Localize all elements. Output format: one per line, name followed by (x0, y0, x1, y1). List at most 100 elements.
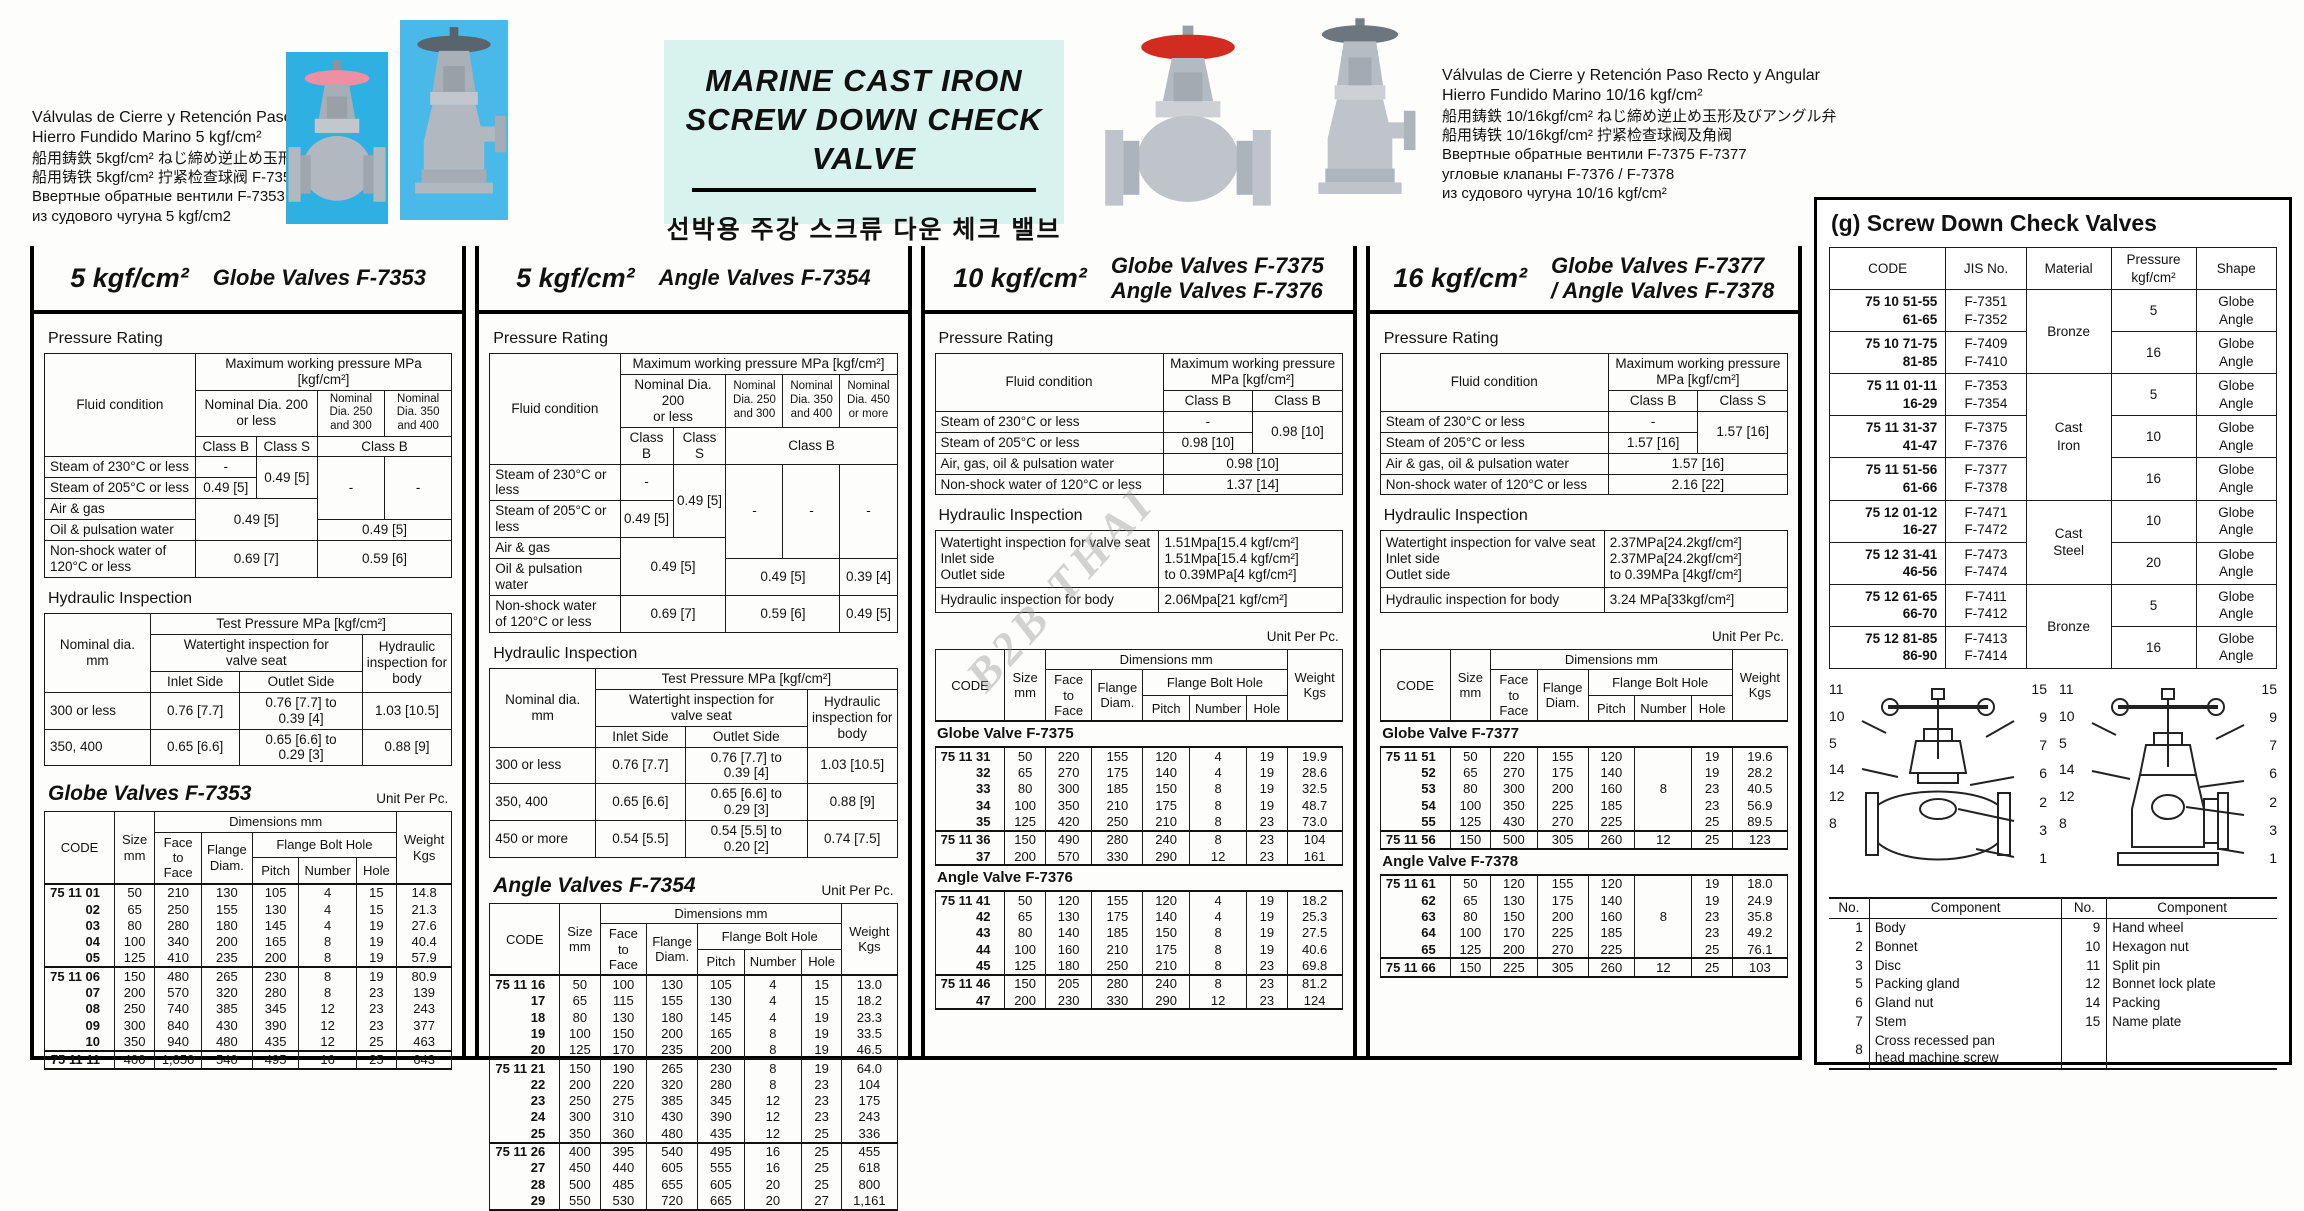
table-cell: - (619, 463, 674, 502)
table-header-cell: Test Pressure MPa [kgf/cm²] (595, 667, 898, 690)
table-header-cell: No. (2061, 897, 2108, 919)
table-cell: 10 (2061, 937, 2108, 957)
table-cell: 80 (1004, 780, 1046, 798)
hydraulic-inspection-table-wrap: Watertight inspection for valve seat Inl… (934, 530, 1343, 614)
table-cell: 0.76 [7.7] (149, 691, 241, 730)
table-cell: 530 (599, 1192, 648, 1211)
table-cell: Oil & pulsation water (489, 558, 621, 596)
table-cell: 8 (1634, 873, 1693, 959)
hydraulic-inspection-table-wrap: Nominal dia. mm Test Pressure MPa [kgf/cm… (44, 612, 453, 767)
page-title-line2: SCREW DOWN CHECK VALVE (685, 101, 1043, 176)
table-cell: 175 (1536, 764, 1589, 781)
table-header-cell: Shape (2195, 246, 2278, 291)
table-header-cell: JIS No. (1945, 246, 2027, 291)
table-cell: - (1162, 410, 1254, 433)
table-cell: 25 (1691, 957, 1733, 978)
panel-valves-f7375-f7376: B2B THAI 10 kgf/cm² Globe Valves F-7375 … (920, 246, 1357, 1056)
table-cell: 14.8 (396, 882, 453, 901)
table-cell: 19 (355, 933, 398, 950)
table-cell: 450 (559, 1159, 601, 1177)
panel-body: Pressure Rating Fluid condition Maximum w… (925, 314, 1353, 1011)
table-header-cell: Dimensions mm (1490, 649, 1733, 671)
table-cell: 200 (200, 933, 253, 950)
table-cell: 100 (599, 974, 648, 993)
table-cell: 23.3 (841, 1009, 898, 1026)
table-cell: 19.9 (1286, 746, 1343, 765)
unit-per-pc-label: Unit Per Pc. (1266, 629, 1339, 645)
table-header-cell: Nominal dia. mm (489, 667, 597, 748)
table-cell: 0.76 [7.7] (595, 746, 686, 785)
table-cell: 155 (646, 992, 699, 1010)
table-cell: 4 (743, 1009, 802, 1026)
table-cell: 19 (800, 1025, 843, 1042)
table-cell: 40.5 (1731, 780, 1789, 798)
table-cell: 740 (154, 1000, 202, 1018)
table-cell: 08 (44, 1000, 115, 1018)
table-cell: 160 (1587, 908, 1636, 925)
table-cell: 125 (559, 1041, 601, 1059)
table-cell: Steam of 230°C or less (44, 456, 196, 479)
diagram-callout-number: 6 (2039, 765, 2047, 782)
table-cell: 33.5 (841, 1025, 898, 1042)
table-cell: 490 (1044, 829, 1093, 849)
table-cell: 140 (1142, 908, 1190, 925)
table-cell: 15 (355, 901, 398, 918)
table-cell: 250 (113, 1000, 156, 1018)
table-cell: 8 (298, 984, 357, 1001)
table-cell: 0.98 [10] (1162, 431, 1254, 454)
table-cell: 125 (1004, 957, 1046, 975)
section-title-hydraulic-inspection: Hydraulic Inspection (48, 589, 193, 607)
table-cell: 340 (154, 933, 202, 950)
table-header-cell: Class B (1252, 389, 1343, 412)
table-cell: 550 (559, 1192, 601, 1211)
table-cell: 25 (800, 1141, 843, 1160)
table-cell: 0.49 [5] (255, 456, 318, 500)
table-cell: 8 (1188, 941, 1248, 958)
table-cell: 123 (1731, 829, 1789, 850)
table-cell: 8 (1188, 797, 1248, 814)
table-cell: Globe Angle (2195, 583, 2278, 627)
table-cell: Globe Angle (2195, 289, 2278, 333)
info-line: Hierro Fundido Marino 10/16 kgf/cm² (1442, 87, 1703, 105)
dimensions-header: Angle Valves F-7354 Unit Per Pc. (493, 874, 897, 898)
table-header-cell: Size mm (1004, 649, 1046, 722)
table-cell: 75 12 81-85 86-90 (1828, 625, 1947, 669)
table-cell: 320 (646, 1076, 699, 1093)
angle-valve-photo-blue (400, 20, 508, 220)
table-cell: 665 (697, 1192, 745, 1211)
info-line: 船用鋳鉄 5kgf/cm² ねじ締め逆止め玉形弁 (32, 149, 308, 167)
table-cell: 305 (1536, 957, 1589, 978)
table-cell: Body (1874, 919, 1906, 935)
table-cell: Cast Iron (2025, 373, 2112, 501)
table-cell: 105 (697, 974, 745, 993)
table-cell: 18.2 (841, 992, 898, 1010)
globe-valve-image (1105, 25, 1271, 206)
table-cell: 12 (2061, 975, 2108, 995)
table-cell (2061, 1032, 2108, 1069)
table-header-cell: Size mm (559, 903, 601, 976)
table-cell: 270 (1490, 764, 1538, 781)
table-cell: 200 (646, 1025, 699, 1042)
table-cell: 19 (1246, 941, 1288, 958)
table-header-cell: Face to Face (154, 831, 202, 885)
page-title-korean: 선박용 주강 스크류 다운 체크 밸브 (666, 216, 1062, 245)
table-cell: 4 (743, 974, 802, 993)
table-cell: 125 (113, 949, 156, 968)
table-cell: 270 (1044, 764, 1093, 781)
table-cell: Non-shock water of 120°C or less (1379, 473, 1609, 496)
hydraulic-inspection-table-f7375: Watertight inspection for valve seat Inl… (934, 530, 1343, 614)
table-cell: 130 (1490, 892, 1538, 909)
table-cell: 150 (599, 1025, 648, 1042)
table-cell: 16 (2110, 625, 2197, 669)
table-cell: 12 (743, 1092, 802, 1109)
table-cell: 200 (251, 949, 300, 968)
table-cell: 170 (599, 1041, 648, 1059)
table-cell: 23 (800, 1076, 843, 1093)
table-cell: 140 (1587, 892, 1636, 909)
table-cell: 940 (154, 1033, 202, 1051)
table-cell: 12 (743, 1125, 802, 1143)
table-header-cell: Test Pressure MPa [kgf/cm²] (149, 612, 453, 635)
table-cell: 250 (559, 1092, 601, 1109)
table-cell: Stem (1874, 1014, 1907, 1030)
table-cell: 0.54 [5.5] to 0.20 [2] (684, 820, 808, 859)
